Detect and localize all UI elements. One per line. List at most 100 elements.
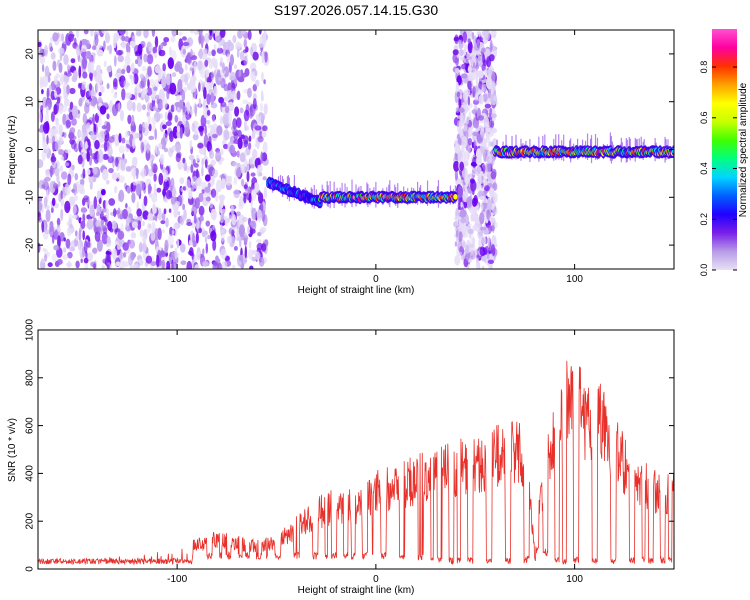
noise-blob bbox=[108, 198, 116, 206]
noise-blob bbox=[142, 86, 145, 98]
noise-blob bbox=[194, 30, 199, 35]
noise-blob bbox=[171, 30, 178, 37]
noise-blob bbox=[90, 99, 95, 107]
noise-blob bbox=[198, 205, 205, 216]
noise-blob bbox=[259, 102, 263, 113]
noise-blob bbox=[207, 124, 215, 129]
noise-blob bbox=[82, 197, 86, 206]
noise-blob bbox=[480, 146, 486, 155]
noise-blob bbox=[220, 248, 227, 260]
noise-blob bbox=[89, 204, 95, 217]
noise-blob bbox=[167, 234, 174, 247]
noise-blob bbox=[45, 209, 51, 223]
noise-blob bbox=[168, 208, 172, 213]
noise-blob bbox=[150, 231, 156, 241]
noise-blob bbox=[67, 251, 73, 259]
noise-blob bbox=[171, 261, 178, 269]
noise-blob bbox=[156, 254, 160, 268]
noise-blob bbox=[102, 225, 107, 232]
noise-blob bbox=[135, 31, 142, 36]
noise-blob bbox=[135, 183, 142, 196]
noise-blob bbox=[485, 162, 492, 173]
noise-blob bbox=[148, 135, 155, 141]
noise-blob bbox=[184, 64, 188, 71]
noise-blob bbox=[113, 208, 117, 218]
noise-blob bbox=[94, 33, 99, 47]
noise-blob bbox=[240, 178, 245, 187]
noise-blob bbox=[53, 75, 58, 86]
noise-blob bbox=[232, 161, 239, 167]
noise-blob bbox=[108, 136, 115, 143]
noise-blob bbox=[467, 38, 471, 43]
noise-blob bbox=[220, 101, 227, 108]
noise-blob bbox=[255, 79, 260, 87]
noise-blob bbox=[175, 94, 181, 101]
noise-blob bbox=[113, 93, 118, 99]
noise-blob bbox=[163, 208, 167, 215]
noise-blob bbox=[211, 114, 216, 123]
noise-blob bbox=[114, 133, 120, 147]
noise-blob bbox=[197, 50, 204, 58]
noise-blob bbox=[101, 231, 108, 245]
noise-blob bbox=[60, 208, 64, 221]
spectrogram-y-tick-label: 0 bbox=[25, 146, 36, 152]
noise-blob bbox=[487, 259, 495, 264]
noise-blob bbox=[162, 63, 166, 72]
noise-blob bbox=[462, 241, 466, 249]
noise-blob bbox=[248, 142, 252, 150]
noise-blob bbox=[131, 114, 135, 127]
noise-blob bbox=[182, 105, 186, 118]
noise-blob bbox=[72, 214, 78, 219]
noise-blob bbox=[57, 226, 61, 232]
noise-blob bbox=[189, 67, 195, 72]
noise-blob bbox=[198, 82, 201, 92]
noise-blob bbox=[238, 69, 242, 78]
noise-blob bbox=[83, 240, 88, 254]
noise-blob bbox=[126, 186, 131, 194]
noise-blob bbox=[82, 71, 88, 79]
noise-blob bbox=[458, 107, 465, 113]
noise-blob bbox=[191, 122, 196, 133]
noise-blob bbox=[252, 51, 259, 61]
noise-blob bbox=[232, 118, 238, 130]
noise-blob bbox=[153, 86, 158, 92]
noise-blob bbox=[102, 168, 109, 181]
noise-blob bbox=[38, 242, 41, 253]
snr-plot-area bbox=[38, 330, 674, 569]
noise-blob bbox=[67, 173, 72, 186]
noise-blob bbox=[97, 96, 103, 104]
noise-blob bbox=[69, 101, 74, 111]
noise-blob bbox=[117, 207, 121, 219]
noise-blob bbox=[262, 176, 267, 181]
noise-blob bbox=[101, 125, 107, 130]
noise-blob bbox=[78, 229, 82, 242]
noise-blob bbox=[118, 175, 125, 183]
noise-blob bbox=[457, 185, 464, 198]
noise-blob bbox=[53, 244, 60, 251]
noise-blob bbox=[148, 123, 152, 132]
noise-blob bbox=[463, 124, 468, 132]
noise-blob bbox=[147, 183, 152, 196]
noise-blob bbox=[93, 123, 98, 135]
noise-blob bbox=[45, 106, 49, 114]
noise-blob bbox=[148, 46, 153, 52]
noise-blob bbox=[215, 35, 222, 43]
spectrogram-y-label: Frequency (Hz) bbox=[7, 116, 18, 185]
noise-blob bbox=[78, 130, 84, 137]
noise-blob bbox=[54, 140, 61, 152]
noise-blob bbox=[59, 165, 64, 172]
noise-blob bbox=[177, 79, 183, 92]
noise-blob bbox=[86, 122, 91, 133]
noise-blob bbox=[80, 258, 83, 264]
noise-blob bbox=[238, 224, 245, 238]
noise-blob bbox=[126, 51, 131, 57]
noise-blob bbox=[169, 226, 174, 237]
noise-blob bbox=[155, 144, 158, 154]
noise-blob bbox=[115, 50, 123, 56]
noise-blob bbox=[94, 231, 101, 242]
noise-blob bbox=[239, 152, 246, 163]
noise-blob bbox=[182, 48, 186, 55]
snr-y-tick-label: 800 bbox=[25, 369, 36, 386]
noise-blob bbox=[193, 214, 197, 224]
noise-blob bbox=[467, 96, 471, 106]
